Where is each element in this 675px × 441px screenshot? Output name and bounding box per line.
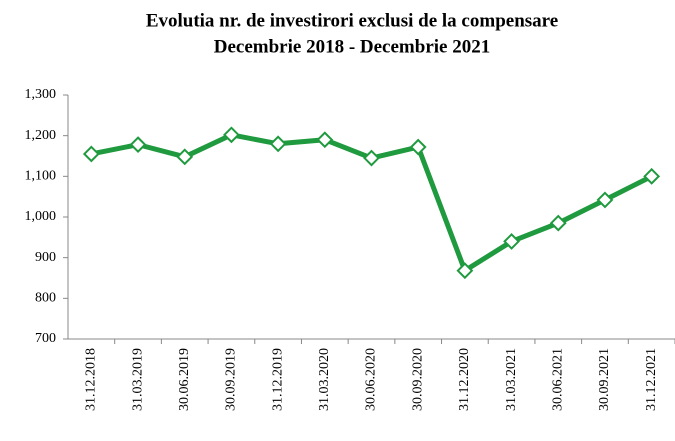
marker [596, 191, 614, 209]
x-tick-label: 31.03.2020 [317, 348, 332, 411]
marker [456, 262, 474, 280]
x-tick-label: 31.12.2019 [270, 348, 285, 411]
x-tick-label: 31.12.2018 [84, 348, 99, 411]
chart-title: Evolutia nr. de investirori exclusi de l… [146, 10, 558, 31]
x-tick-label: 30.09.2020 [410, 348, 425, 411]
y-tick-label: 1,300 [25, 87, 57, 102]
y-tick-label: 700 [35, 331, 56, 346]
y-tick-label: 1,000 [25, 209, 57, 224]
marker [643, 167, 661, 185]
x-tick-label: 30.09.2019 [224, 348, 239, 411]
marker [82, 145, 100, 163]
chart-subtitle: Decembrie 2018 - Decembrie 2021 [214, 36, 490, 57]
y-tick-label: 900 [35, 250, 56, 265]
marker [409, 138, 427, 156]
x-tick-label: 31.12.2021 [644, 348, 659, 411]
x-tick-label: 30.09.2021 [597, 348, 612, 411]
marker [316, 131, 334, 149]
marker [176, 148, 194, 166]
marker [503, 232, 520, 250]
x-tick-label: 31.12.2020 [457, 348, 472, 411]
y-tick-label: 1,200 [25, 128, 57, 143]
marker [223, 126, 240, 144]
marker [549, 214, 567, 232]
marker [129, 136, 147, 154]
y-tick-label: 800 [35, 291, 56, 306]
x-tick-label: 30.06.2019 [177, 348, 192, 411]
marker [363, 149, 380, 167]
x-tick-label: 30.06.2020 [364, 348, 379, 411]
marker [269, 135, 287, 153]
x-tick-label: 31.03.2019 [130, 348, 145, 411]
x-tick-label: 30.06.2021 [550, 348, 565, 411]
x-tick-label: 31.03.2021 [504, 348, 519, 411]
y-tick-label: 1,100 [25, 169, 57, 184]
